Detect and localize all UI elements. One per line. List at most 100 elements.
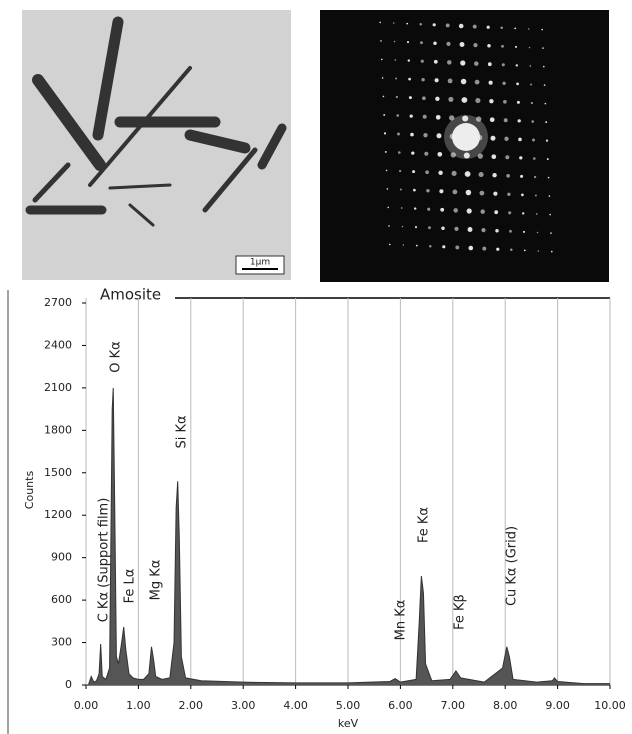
diffraction-spot	[408, 78, 411, 81]
peak-label: C Kα (Support film)	[97, 498, 112, 623]
diffraction-spot	[535, 195, 537, 197]
diffraction-spot	[389, 244, 391, 246]
diffraction-spot	[531, 120, 534, 123]
peak-label: Fe Lα	[123, 569, 138, 604]
diffraction-spot	[492, 173, 496, 177]
diffraction-spot	[518, 138, 522, 142]
diffraction-spot	[461, 79, 467, 85]
y-tick-label: 1200	[44, 508, 72, 521]
diffraction-spot	[488, 62, 492, 66]
diffraction-spot	[410, 133, 414, 137]
y-tick-label: 2100	[44, 381, 72, 394]
diffraction-spot	[534, 176, 536, 178]
peak-label: Fe Kβ	[453, 594, 468, 630]
diffraction-spot	[466, 190, 472, 196]
diffraction-spot	[455, 245, 459, 249]
diffraction-spot	[545, 121, 547, 123]
diffraction-spot	[429, 245, 432, 248]
y-tick-label: 600	[51, 593, 72, 606]
diffraction-spot	[548, 177, 550, 179]
y-tick-label: 300	[51, 636, 72, 649]
peak-label: Mg Kα	[149, 560, 164, 601]
diffraction-spot	[480, 191, 485, 196]
diffraction-spot	[505, 155, 509, 159]
diffraction-spot	[394, 59, 396, 61]
diffraction-spot	[406, 23, 408, 25]
diffraction-spot	[496, 248, 499, 251]
diffraction-spot	[546, 140, 548, 142]
diffraction-spot	[493, 192, 497, 196]
diffraction-spot	[550, 232, 552, 234]
diffraction-spot	[407, 41, 409, 43]
diffraction-spot	[428, 226, 431, 229]
diffraction-spot	[515, 46, 517, 48]
diffraction-spot	[501, 45, 504, 48]
diffraction-spot	[547, 158, 549, 160]
diffraction-spot	[520, 175, 523, 178]
peak-label: Cu Kα (Grid)	[505, 526, 520, 606]
y-tick-label: 1500	[44, 466, 72, 479]
diffraction-spot	[401, 207, 403, 209]
diffraction-spot	[413, 189, 416, 192]
y-tick-label: 2700	[44, 296, 72, 309]
diffraction-spot	[465, 171, 471, 177]
x-tick-label: 1.00	[126, 699, 151, 712]
diffraction-spot	[440, 208, 444, 212]
figure: 1μm Amosite keV Counts 0.001.002.003.004…	[0, 0, 632, 734]
diffraction-spot	[454, 227, 458, 231]
diffraction-spot	[537, 232, 539, 234]
diffraction-spot	[517, 101, 520, 104]
diffraction-spot	[439, 189, 443, 193]
y-axis-title: Counts	[23, 471, 36, 510]
diffraction-spot	[434, 60, 438, 64]
diffraction-spot	[531, 102, 533, 104]
diffraction-spot	[388, 225, 390, 227]
diffraction-spot	[438, 171, 442, 175]
diffraction-spot	[398, 151, 401, 154]
y-tick-label: 900	[51, 551, 72, 564]
diffraction-spot	[545, 103, 547, 105]
diffraction-spot	[532, 139, 535, 142]
diffraction-spot	[395, 78, 397, 80]
diffraction-spot	[380, 40, 382, 42]
y-tick-label: 2400	[44, 338, 72, 351]
diffraction-spot	[387, 188, 389, 190]
diffraction-spot	[420, 41, 423, 44]
diffraction-spot	[510, 249, 513, 252]
diffraction-spot	[384, 132, 386, 134]
diffraction-spot	[495, 229, 499, 233]
diffraction-spot	[423, 133, 427, 137]
diffraction-spot	[462, 115, 468, 121]
diffraction-spot	[414, 207, 416, 209]
diffraction-spot	[475, 98, 480, 103]
diffraction-spot	[451, 152, 456, 157]
diffraction-spot	[387, 207, 389, 209]
diffraction-spot	[435, 97, 439, 101]
diffraction-spot	[464, 152, 470, 158]
diffraction-spot	[473, 25, 477, 29]
diffraction-spot	[538, 250, 540, 252]
diffraction-spot	[475, 80, 480, 85]
diffraction-spot	[421, 60, 424, 63]
diffraction-spot	[522, 212, 524, 214]
diffraction-spot	[502, 63, 505, 66]
diffraction-spot	[450, 134, 456, 140]
diffraction-spot	[487, 44, 491, 48]
diffraction-spot	[437, 133, 442, 138]
diffraction-spot	[415, 226, 417, 228]
diffraction-spot	[446, 23, 450, 27]
diffraction-spot	[474, 61, 479, 66]
diffraction-spot	[530, 84, 532, 86]
diffraction-spot	[480, 209, 485, 214]
diffraction-spot	[516, 83, 519, 86]
diffraction-spot	[448, 97, 453, 102]
diffraction-spot	[419, 23, 422, 26]
diffraction-spot	[447, 60, 452, 65]
diffraction-spot	[436, 115, 441, 120]
y-tick-label: 0	[65, 678, 72, 691]
peak-label: Mn Kα	[394, 600, 409, 641]
diffraction-spot	[541, 29, 543, 31]
diffraction-spot	[487, 26, 490, 29]
diffraction-spot	[518, 119, 521, 122]
diffraction-spot	[536, 213, 538, 215]
